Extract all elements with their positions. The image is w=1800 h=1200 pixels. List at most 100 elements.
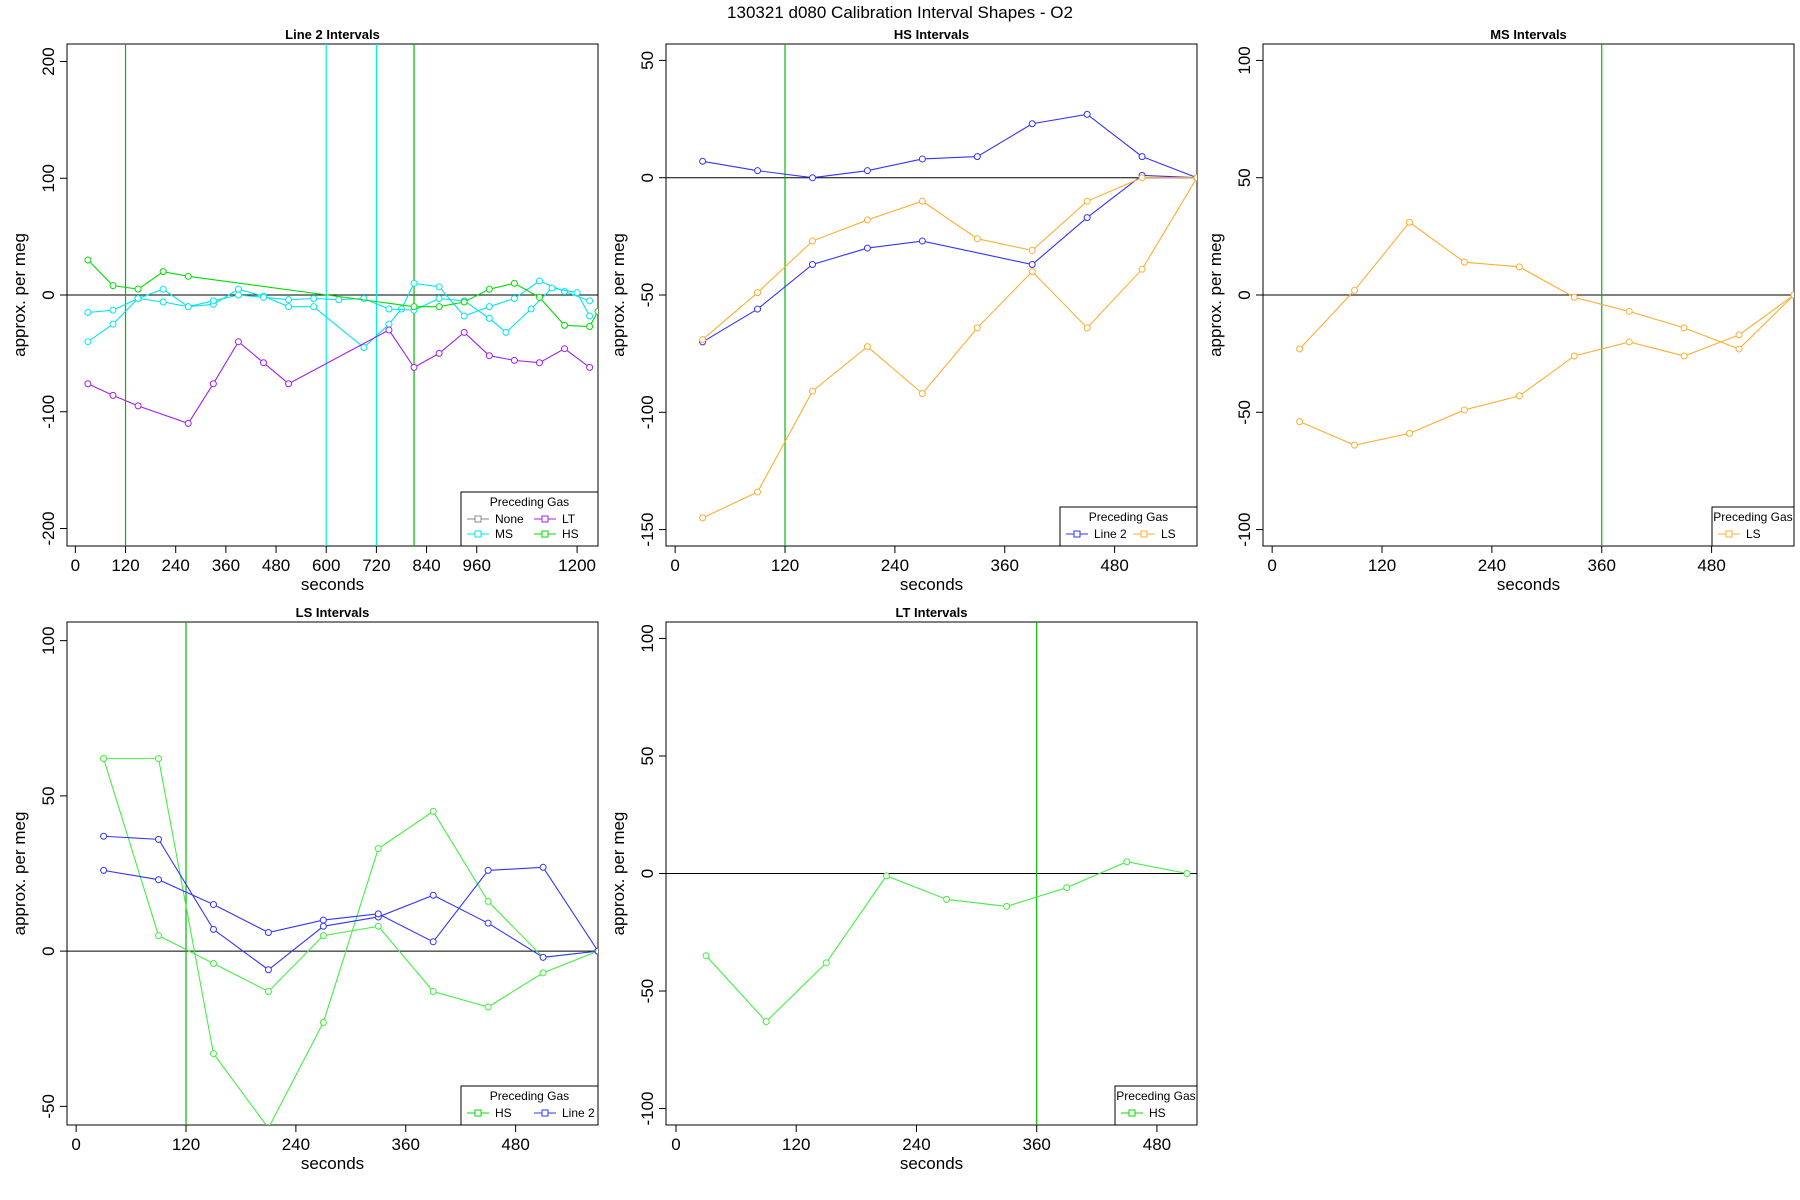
x-tick-label: 840 bbox=[412, 556, 440, 575]
legend-item: HS bbox=[1121, 1106, 1166, 1120]
data-point bbox=[485, 314, 493, 322]
data-point bbox=[155, 876, 163, 884]
legend: Preceding Gas None LT MS HS bbox=[460, 491, 599, 547]
data-point bbox=[539, 863, 547, 871]
series-ls bbox=[699, 174, 1197, 344]
data-point bbox=[1063, 884, 1071, 892]
data-point bbox=[209, 925, 217, 933]
y-axis-label: approx. per meg bbox=[10, 812, 29, 936]
data-point bbox=[435, 295, 443, 303]
legend-label: HS bbox=[495, 1106, 512, 1120]
data-point bbox=[1183, 870, 1191, 877]
y-tick-label: 100 bbox=[39, 626, 58, 654]
x-axis-label: seconds bbox=[900, 1154, 963, 1173]
data-point bbox=[319, 922, 327, 930]
data-point bbox=[548, 284, 556, 292]
data-point bbox=[1083, 324, 1091, 332]
panel-3: LS Intervals 0 120 240 360 480 -50 0 50 100 second… bbox=[10, 605, 599, 1173]
x-tick-label: 360 bbox=[392, 1135, 420, 1154]
panel-title: HS Intervals bbox=[894, 27, 969, 42]
legend-item: Line 2 bbox=[534, 1106, 595, 1120]
data-point bbox=[535, 359, 543, 367]
panel-1: HS Intervals 0 120 240 360 480 -150 -100 -50 0 50 s… bbox=[609, 27, 1198, 594]
data-point bbox=[1405, 429, 1413, 437]
y-tick-label: 200 bbox=[39, 47, 58, 75]
y-tick-label: 100 bbox=[638, 624, 657, 652]
data-point bbox=[754, 167, 762, 175]
series-line bbox=[702, 113, 1197, 179]
data-point bbox=[1083, 110, 1091, 118]
series-line bbox=[702, 177, 1197, 519]
data-point bbox=[234, 338, 242, 346]
data-point bbox=[1790, 291, 1794, 299]
x-tick-label: 120 bbox=[172, 1135, 200, 1154]
series-ls bbox=[1296, 218, 1794, 353]
data-point bbox=[918, 155, 926, 163]
data-point bbox=[285, 380, 293, 388]
data-point bbox=[863, 343, 871, 351]
data-point bbox=[134, 402, 142, 410]
data-point bbox=[374, 845, 382, 853]
data-point bbox=[234, 291, 242, 299]
data-point bbox=[1028, 120, 1036, 128]
data-point bbox=[808, 261, 816, 269]
legend: Preceding Gas HS Line 2 bbox=[460, 1085, 599, 1126]
x-axis-label: seconds bbox=[900, 575, 963, 594]
y-tick-label: -50 bbox=[638, 979, 657, 1004]
x-axis-label: seconds bbox=[301, 575, 364, 594]
legend-swatch-marker bbox=[474, 1109, 482, 1117]
y-tick-label: 50 bbox=[638, 747, 657, 766]
data-point bbox=[882, 872, 890, 880]
legend-title: Preceding Gas bbox=[1713, 510, 1792, 524]
x-axis-label: seconds bbox=[1497, 575, 1560, 594]
data-point bbox=[485, 352, 493, 360]
data-point bbox=[762, 1018, 770, 1026]
legend-box bbox=[1059, 506, 1198, 547]
data-point bbox=[260, 359, 268, 367]
data-point bbox=[100, 832, 108, 840]
data-point bbox=[1405, 218, 1413, 226]
series-line bbox=[103, 835, 598, 971]
x-tick-label: 0 bbox=[71, 1135, 80, 1154]
legend-box bbox=[460, 1085, 599, 1126]
y-tick-label: 0 bbox=[1235, 290, 1254, 299]
data-point bbox=[1138, 265, 1146, 273]
data-point bbox=[410, 363, 418, 371]
data-point bbox=[209, 960, 217, 968]
data-point bbox=[539, 953, 547, 961]
data-point bbox=[863, 167, 871, 175]
data-point bbox=[134, 285, 142, 293]
data-point bbox=[429, 938, 437, 946]
legend-label: MS bbox=[495, 527, 513, 541]
data-point bbox=[484, 897, 492, 905]
x-tick-label: 480 bbox=[1697, 556, 1725, 575]
legend-title: Preceding Gas bbox=[490, 1089, 569, 1103]
y-tick-label: -50 bbox=[638, 283, 657, 308]
data-point bbox=[435, 283, 443, 291]
legend-swatch-marker bbox=[1140, 530, 1148, 538]
data-point bbox=[155, 835, 163, 843]
legend-label: Line 2 bbox=[562, 1106, 595, 1120]
x-tick-label: 480 bbox=[262, 556, 290, 575]
y-tick-label: 100 bbox=[39, 164, 58, 192]
data-point bbox=[209, 380, 217, 388]
legend-item: LS bbox=[1718, 527, 1761, 541]
legend-label: LS bbox=[1161, 527, 1176, 541]
data-point bbox=[594, 947, 598, 955]
data-point bbox=[84, 338, 92, 346]
legend-item: LS bbox=[1133, 527, 1176, 541]
series-line bbox=[87, 329, 590, 425]
data-point bbox=[109, 391, 117, 399]
data-point bbox=[1735, 331, 1743, 339]
data-point bbox=[84, 309, 92, 317]
data-point bbox=[1735, 345, 1743, 353]
x-tick-label: 240 bbox=[1478, 556, 1506, 575]
series-ls bbox=[699, 174, 1197, 522]
data-point bbox=[699, 336, 707, 344]
data-point bbox=[1083, 197, 1091, 205]
data-point bbox=[319, 932, 327, 940]
data-point bbox=[1296, 418, 1304, 426]
data-point bbox=[754, 289, 762, 297]
series-line bbox=[705, 861, 1188, 1023]
